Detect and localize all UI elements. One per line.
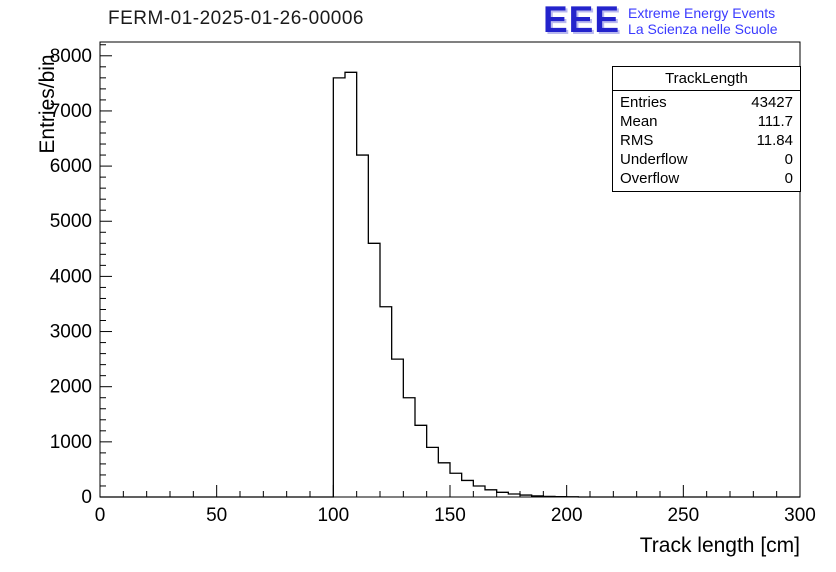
- stats-row-value: 111.7: [757, 113, 793, 130]
- stats-row-label: Mean: [620, 113, 658, 130]
- y-tick-label: 6000: [50, 156, 92, 177]
- y-tick-label: 5000: [50, 211, 92, 232]
- stats-row-value: 0: [784, 151, 793, 168]
- stats-row: RMS 11.84: [613, 131, 800, 150]
- x-tick-label: 100: [317, 505, 349, 526]
- stats-row-value: 43427: [751, 94, 793, 111]
- x-tick-label: 250: [667, 505, 699, 526]
- eee-logo-line2: La Scienza nelle Scuole: [628, 21, 778, 37]
- x-tick-label: 200: [551, 505, 583, 526]
- x-axis-ticks: [99, 485, 801, 497]
- x-axis-title: Track length [cm]: [639, 534, 800, 557]
- x-tick-label: 300: [784, 505, 816, 526]
- histogram-line: [100, 71, 800, 498]
- stats-row: Overflow 0: [613, 169, 800, 188]
- stats-box-title: TrackLength: [613, 67, 800, 91]
- y-tick-label: 3000: [50, 322, 92, 343]
- y-tick-label: 0: [81, 487, 92, 508]
- stats-row: Mean 111.7: [613, 112, 800, 131]
- plot-title: FERM-01-2025-01-26-00006: [108, 8, 364, 29]
- stats-rows: Entries 43427 Mean 111.7 RMS 11.84 Underflow 0 O…: [613, 91, 800, 191]
- stats-row-label: Entries: [620, 94, 667, 111]
- eee-logo-text: Extreme Energy Events La Scienza nelle S…: [628, 5, 777, 37]
- stats-row-label: RMS: [620, 132, 654, 149]
- y-tick-label: 2000: [50, 377, 92, 398]
- stats-row: Entries 43427: [613, 93, 800, 112]
- stats-row-label: Underflow: [620, 151, 688, 168]
- stats-row-value: 11.84: [756, 132, 793, 149]
- y-tick-label: 1000: [50, 432, 92, 453]
- stats-row: Underflow 0: [613, 150, 800, 169]
- eee-logo: EEE Extreme Energy Events La Scienza nel…: [543, 0, 777, 40]
- y-axis-ticks: [100, 44, 112, 498]
- x-tick-label: 50: [206, 505, 227, 526]
- eee-logo-line1: Extreme Energy Events: [628, 5, 776, 21]
- y-tick-label: 4000: [50, 266, 92, 287]
- stats-row-label: Overflow: [620, 170, 680, 187]
- x-tick-label: 150: [434, 505, 466, 526]
- y-axis-title: Entries/bin: [36, 54, 59, 154]
- y-tick-label: 8000: [50, 46, 92, 67]
- stats-row-value: 0: [784, 170, 793, 187]
- x-tick-label: 0: [95, 505, 106, 526]
- eee-logo-acronym: EEE: [543, 0, 621, 40]
- y-tick-label: 7000: [50, 101, 92, 122]
- stats-box: TrackLength Entries 43427 Mean 111.7 RMS 11.8…: [612, 66, 801, 192]
